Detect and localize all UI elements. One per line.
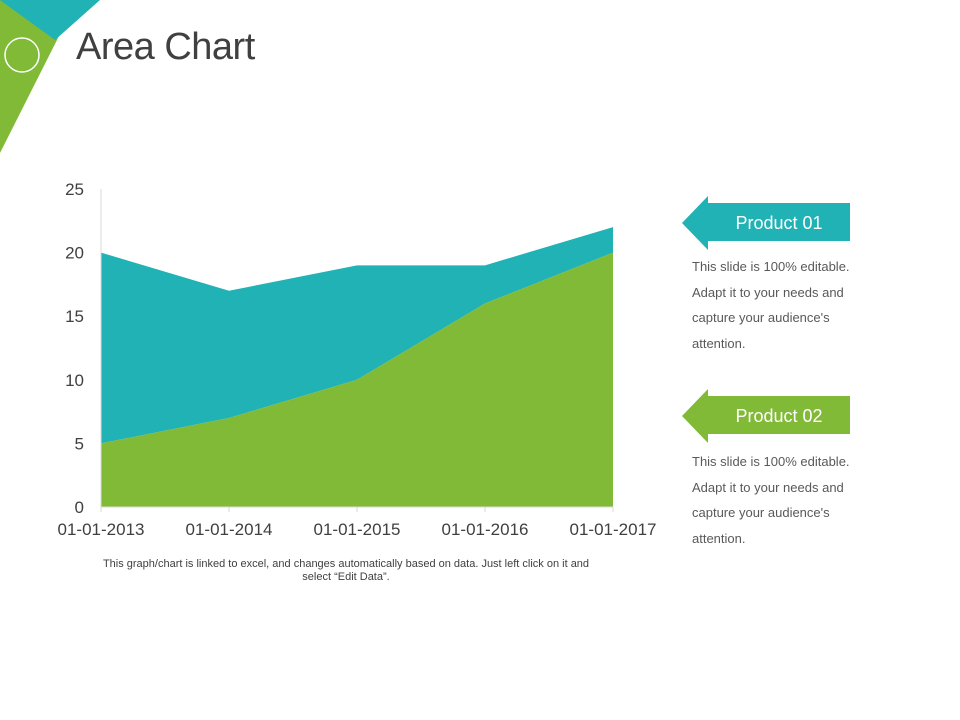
left-arrow-icon: [682, 196, 850, 250]
area-series-product-02[interactable]: [101, 252, 613, 507]
y-tick-label: 0: [75, 498, 84, 517]
y-tick-label: 10: [65, 371, 84, 390]
page-title: Area Chart: [76, 26, 255, 68]
y-tick-label: 25: [65, 180, 84, 199]
circle-icon: [4, 37, 40, 73]
corner-decoration: [0, 0, 100, 153]
legend-label: Product 01: [735, 213, 823, 233]
legend-description: This slide is 100% editable. Adapt it to…: [692, 454, 850, 546]
legend-item-product-02[interactable]: Product 02: [682, 389, 852, 443]
x-tick-label: 01-01-2013: [58, 520, 145, 539]
chart-footnote: This graph/chart is linked to excel, and…: [102, 558, 590, 583]
x-tick-label: 01-01-2017: [570, 520, 657, 539]
legend-item-product-01[interactable]: Product 01: [682, 196, 852, 250]
x-tick-label: 01-01-2015: [314, 520, 401, 539]
area-chart[interactable]: 0 5 10 15 20 25 01-01-2013 01-01-2014 01-01-2015…: [0, 0, 680, 560]
y-tick-label: 15: [65, 307, 84, 326]
y-tick-label: 5: [75, 434, 84, 453]
x-tick-label: 01-01-2016: [442, 520, 529, 539]
left-arrow-icon: [682, 389, 850, 443]
legend-description: This slide is 100% editable. Adapt it to…: [692, 259, 850, 351]
x-tick-label: 01-01-2014: [186, 520, 273, 539]
y-tick-label: 20: [65, 244, 84, 263]
area-series-product-01[interactable]: [101, 227, 613, 444]
legend-label: Product 02: [735, 406, 823, 426]
